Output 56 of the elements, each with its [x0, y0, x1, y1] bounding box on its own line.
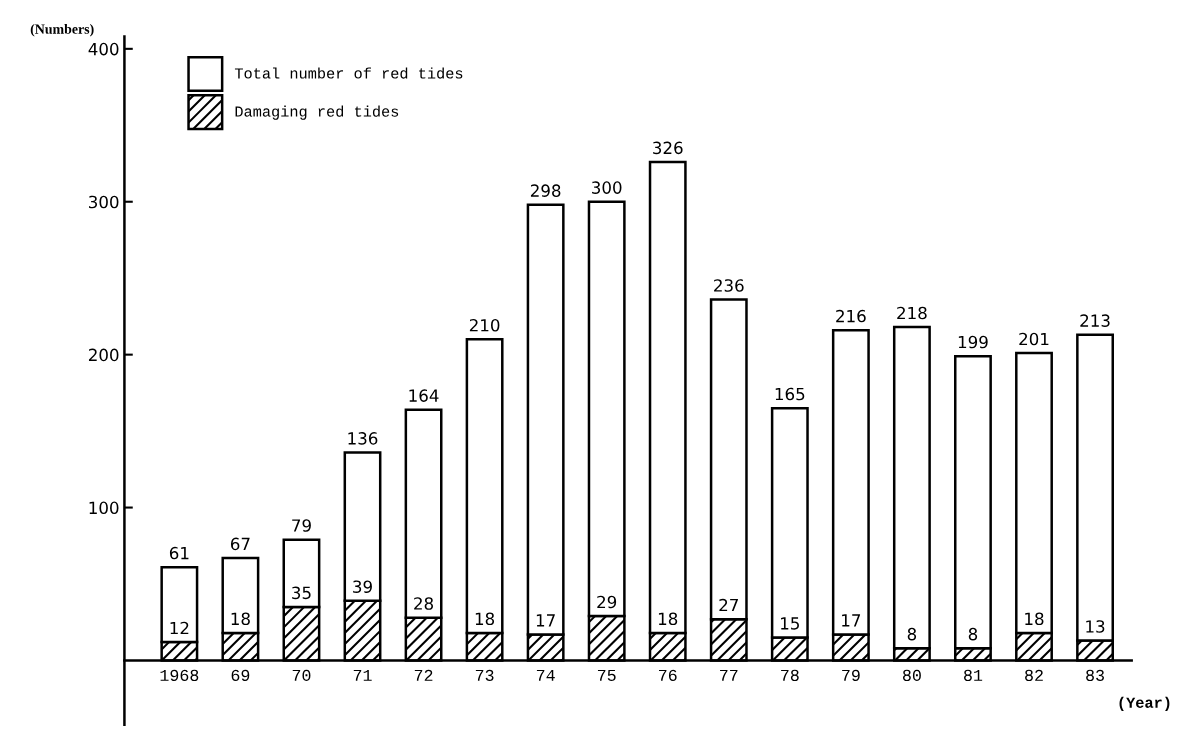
total-label: 136 [348, 432, 378, 445]
data-label: 18 [231, 612, 250, 626]
total-label: 199 [958, 335, 988, 349]
total-label: 79 [292, 519, 311, 532]
x-tick-label: 73 [475, 669, 494, 682]
data-label: 35 [292, 586, 311, 600]
total-label: 216 [836, 309, 866, 323]
x-tick-label: 83 [1086, 669, 1104, 682]
data-label: 8 [968, 627, 978, 641]
y-tick-label: 300 [89, 195, 119, 209]
total-label: 165 [775, 387, 805, 401]
x-tick-label: 75 [597, 669, 616, 682]
legend-label: Total number of red tides [234, 67, 463, 79]
x-tick-label: 70 [292, 669, 311, 682]
x-tick-label: 80 [902, 669, 921, 682]
x-tick-label: 72 [414, 669, 433, 681]
data-label: 15 [781, 617, 799, 630]
data-label: 13 [1086, 620, 1105, 633]
data-label: 17 [842, 614, 861, 627]
y-tick-label: 100 [89, 501, 119, 515]
x-tick-label: 81 [964, 669, 983, 682]
legend-label: Damaging red tides [235, 105, 399, 120]
x-tick-label: 74 [536, 669, 555, 681]
total-label: 236 [714, 279, 744, 292]
y-axis-title: (Numbers) [30, 24, 94, 37]
total-label: 213 [1080, 314, 1110, 327]
total-label: 218 [897, 306, 927, 320]
data-label: 18 [658, 612, 678, 626]
data-label: 28 [414, 597, 434, 610]
x-axis-title: (Year) [1119, 696, 1170, 711]
total-label: 67 [230, 537, 250, 551]
data-label: 12 [170, 621, 189, 635]
total-label: 164 [409, 389, 439, 402]
total-label: 300 [592, 181, 622, 194]
total-label: 61 [169, 546, 189, 560]
x-tick-label: 79 [842, 669, 860, 682]
data-label: 18 [1025, 612, 1044, 626]
data-label: 18 [475, 612, 495, 626]
data-label: 39 [353, 580, 372, 594]
data-label: 17 [536, 614, 555, 627]
total-label: 201 [1019, 332, 1049, 346]
data-label: 8 [907, 627, 917, 641]
total-label: 298 [530, 184, 561, 197]
total-label: 210 [469, 318, 500, 332]
y-tick-label: 400 [88, 42, 119, 56]
total-label: 326 [653, 141, 683, 155]
data-label: 27 [719, 598, 738, 612]
x-tick-label: 77 [720, 669, 738, 681]
x-tick-label: 71 [353, 669, 372, 681]
y-tick-label: 200 [88, 348, 119, 362]
x-tick-label: 1968 [160, 669, 199, 682]
x-tick-label: 82 [1025, 669, 1043, 682]
x-tick-label: 69 [231, 669, 250, 682]
x-tick-label: 78 [781, 669, 799, 682]
x-tick-label: 76 [659, 669, 677, 682]
data-label: 29 [597, 595, 617, 609]
